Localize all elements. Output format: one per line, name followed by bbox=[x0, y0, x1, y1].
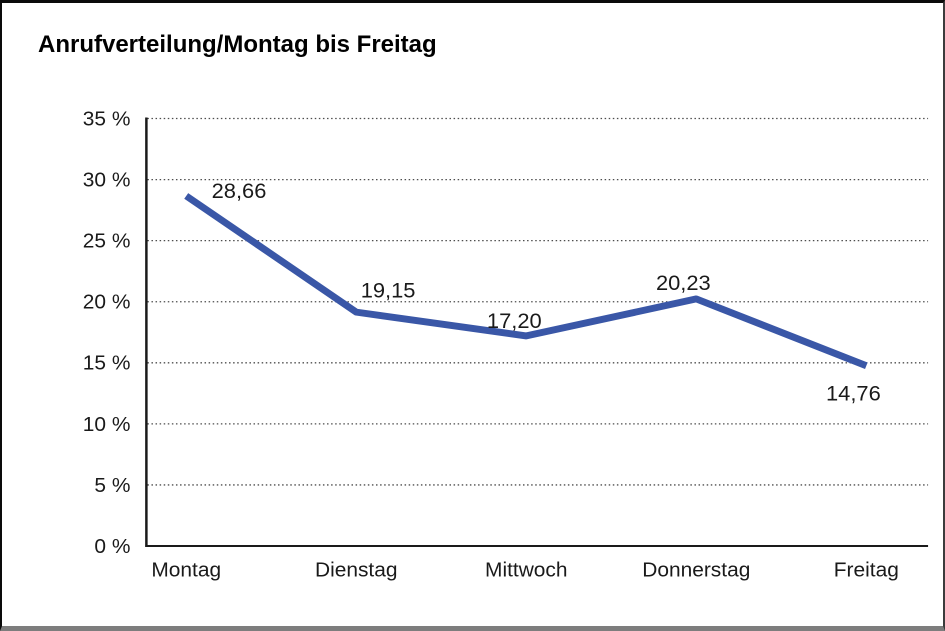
svg-text:15 %: 15 % bbox=[83, 352, 131, 375]
svg-text:Montag: Montag bbox=[151, 559, 221, 582]
y-tick-labels: 0 % 5 % 10 % 15 % 20 % 25 % 30 % 35 % bbox=[83, 108, 131, 558]
svg-text:Dienstag: Dienstag bbox=[315, 559, 398, 582]
svg-text:0 %: 0 % bbox=[94, 535, 130, 558]
svg-text:30 %: 30 % bbox=[83, 169, 131, 192]
svg-text:20,23: 20,23 bbox=[656, 270, 711, 295]
data-line bbox=[184, 193, 868, 369]
x-axis-labels: Montag Dienstag Mittwoch Donnerstag Freitag bbox=[151, 559, 898, 582]
point-labels: 28,66 19,15 17,20 20,23 14,76 bbox=[212, 178, 881, 405]
svg-text:20 %: 20 % bbox=[83, 291, 131, 314]
svg-text:Mittwoch: Mittwoch bbox=[485, 559, 567, 582]
svg-text:17,20: 17,20 bbox=[487, 308, 542, 333]
svg-text:19,15: 19,15 bbox=[361, 277, 416, 302]
svg-text:25 %: 25 % bbox=[83, 230, 131, 253]
svg-text:28,66: 28,66 bbox=[212, 178, 267, 203]
svg-text:14,76: 14,76 bbox=[826, 380, 881, 405]
svg-text:10 %: 10 % bbox=[83, 413, 131, 436]
line-chart: 0 % 5 % 10 % 15 % 20 % 25 % 30 % 35 % Montag Die… bbox=[83, 108, 929, 582]
chart-title: Anrufverteilung/Montag bis Freitag bbox=[38, 31, 437, 58]
svg-text:Freitag: Freitag bbox=[834, 559, 899, 582]
svg-text:Donnerstag: Donnerstag bbox=[642, 559, 750, 582]
gridlines bbox=[147, 117, 929, 486]
svg-text:35 %: 35 % bbox=[83, 108, 131, 131]
svg-text:5 %: 5 % bbox=[94, 474, 130, 497]
